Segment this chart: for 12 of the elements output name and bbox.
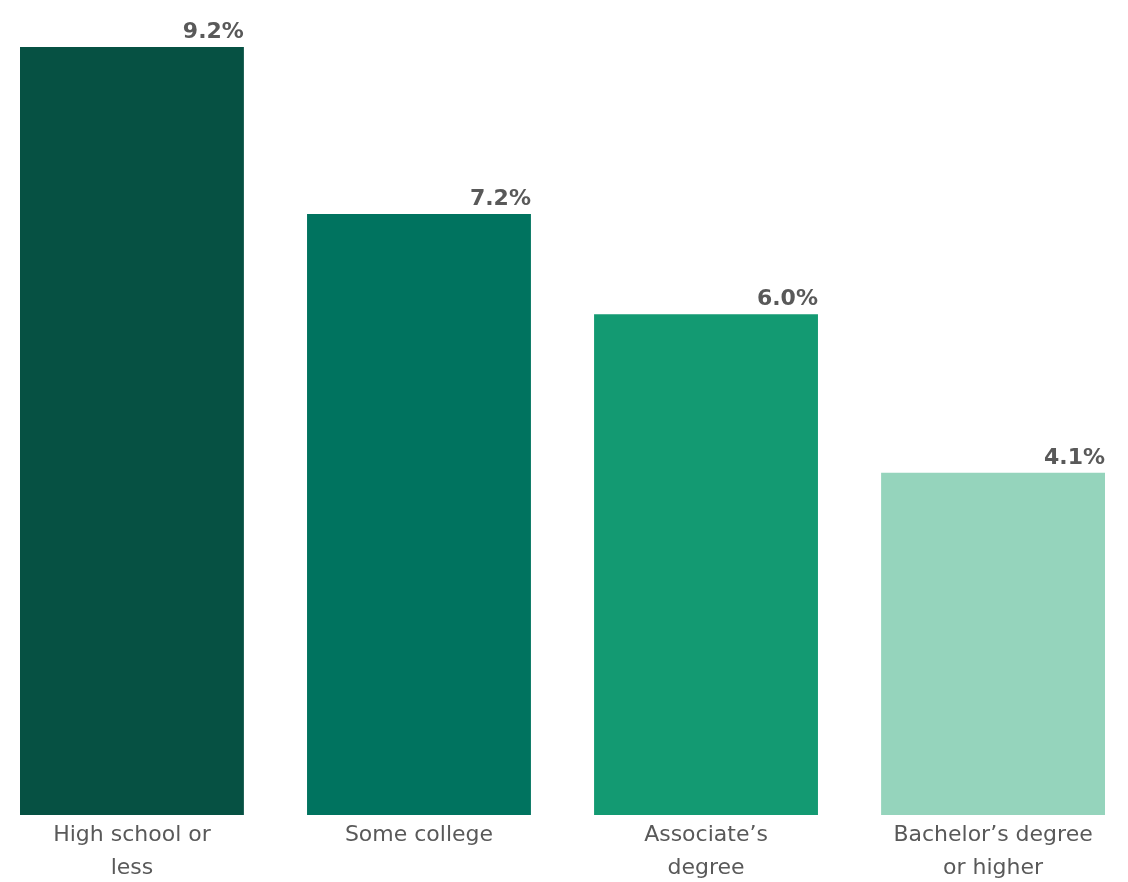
bar bbox=[881, 472, 1105, 815]
bar bbox=[307, 213, 531, 815]
bar bbox=[20, 47, 244, 815]
x-tick-label: Bachelor’s degree or higher bbox=[893, 820, 1093, 879]
x-tick-label: Associate’s degree bbox=[644, 820, 768, 879]
x-tick-label: Some college bbox=[344, 820, 494, 846]
data-label: 4.1% bbox=[1043, 443, 1105, 469]
data-label: 6.0% bbox=[756, 285, 818, 311]
data-label: 9.2% bbox=[182, 18, 244, 43]
bar bbox=[594, 314, 818, 815]
x-tick-label: High school or less bbox=[53, 820, 212, 879]
data-label: 7.2% bbox=[469, 184, 531, 210]
